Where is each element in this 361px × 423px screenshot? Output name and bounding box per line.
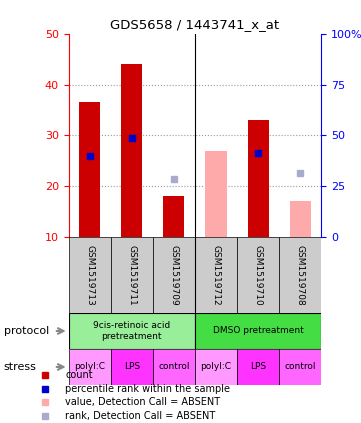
Bar [121, 64, 142, 237]
Text: GSM1519713: GSM1519713 [85, 244, 94, 305]
Text: LPS: LPS [250, 363, 266, 371]
Bar [205, 151, 227, 237]
Bar [111, 237, 153, 313]
Text: GSM1519709: GSM1519709 [169, 244, 178, 305]
Text: rank, Detection Call = ABSENT: rank, Detection Call = ABSENT [65, 411, 216, 421]
Bar [69, 237, 111, 313]
Text: control: control [158, 363, 190, 371]
Bar [195, 349, 237, 385]
Text: polyI:C: polyI:C [200, 363, 231, 371]
Bar [279, 349, 321, 385]
Bar [111, 349, 153, 385]
Text: protocol: protocol [4, 326, 49, 336]
Title: GDS5658 / 1443741_x_at: GDS5658 / 1443741_x_at [110, 18, 279, 31]
Text: value, Detection Call = ABSENT: value, Detection Call = ABSENT [65, 397, 221, 407]
Bar [195, 237, 237, 313]
Bar [290, 201, 311, 237]
Bar [69, 313, 195, 349]
Text: control: control [284, 363, 316, 371]
Bar [69, 349, 111, 385]
Bar [237, 349, 279, 385]
Text: LPS: LPS [124, 363, 140, 371]
Text: polyI:C: polyI:C [74, 363, 105, 371]
Bar [248, 120, 269, 237]
Text: GSM1519710: GSM1519710 [254, 244, 262, 305]
Bar [153, 237, 195, 313]
Text: GSM1519712: GSM1519712 [212, 244, 221, 305]
Text: 9cis-retinoic acid
pretreatment: 9cis-retinoic acid pretreatment [93, 321, 170, 341]
Bar [79, 102, 100, 237]
Bar [163, 196, 184, 237]
Bar [195, 313, 321, 349]
Bar [153, 349, 195, 385]
Bar [237, 237, 279, 313]
Text: DMSO pretreatment: DMSO pretreatment [213, 327, 304, 335]
Text: GSM1519711: GSM1519711 [127, 244, 136, 305]
Text: percentile rank within the sample: percentile rank within the sample [65, 384, 230, 394]
Bar [279, 237, 321, 313]
Text: stress: stress [4, 362, 36, 372]
Text: GSM1519708: GSM1519708 [296, 244, 305, 305]
Text: count: count [65, 370, 93, 380]
